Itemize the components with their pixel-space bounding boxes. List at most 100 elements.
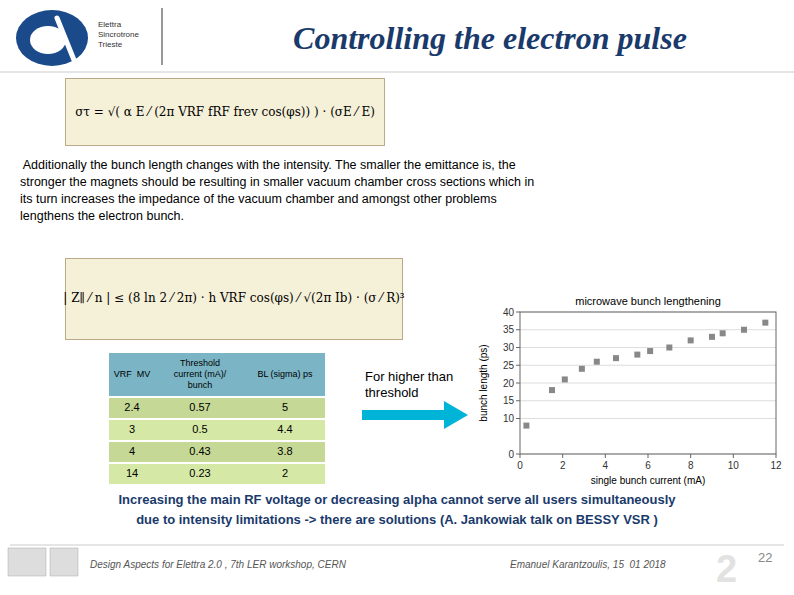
- formula: | Z∥ ⁄ n | ≤ (8 ln 2 ⁄ 2π) · h VRF cos(φ…: [63, 291, 404, 305]
- table-row: [108, 463, 326, 485]
- axis-label: single bunch current (mA): [591, 475, 706, 486]
- table-cell: 2.4: [124, 401, 139, 414]
- bottom-text: due to intensity limitations -> there ar…: [136, 512, 658, 528]
- tick-mark: [733, 454, 734, 458]
- table-cell: 0.57: [189, 401, 210, 414]
- arrow-head: [444, 401, 468, 429]
- tick-label: 6: [645, 460, 651, 471]
- tick-mark: [516, 365, 520, 366]
- slide: ElettraSincrotroneTrieste Controlling the…: [0, 0, 794, 595]
- bottom-text: Increasing the main RF voltage or decrea…: [118, 492, 675, 508]
- title: Controlling the electron pulse: [293, 19, 687, 57]
- point: [741, 327, 747, 333]
- tick-mark: [690, 454, 691, 458]
- point: [762, 320, 768, 326]
- chart-title: microwave bunch lengthening: [575, 295, 721, 307]
- table-cell: 2: [282, 467, 288, 480]
- header-separator: [161, 8, 162, 65]
- point: [634, 352, 640, 358]
- footer-rule: [10, 545, 784, 546]
- table-cell: 4.4: [277, 423, 292, 436]
- point: [709, 334, 715, 340]
- tick-mark: [520, 454, 521, 458]
- arrow-shaft: [362, 410, 446, 420]
- point: [666, 345, 672, 351]
- logo-text: Elettra: [98, 20, 121, 30]
- tick-mark: [516, 418, 520, 419]
- tick-mark: [648, 454, 649, 458]
- grid-line: [520, 347, 776, 348]
- points: [523, 320, 768, 429]
- tick-label: 30: [503, 342, 515, 353]
- tick-label: 0: [517, 460, 523, 471]
- tick-label: 0: [508, 449, 514, 460]
- paragraph-line: Additionally the bunch length changes wi…: [20, 158, 516, 173]
- paragraph-line: stronger the magnets should be resulting…: [20, 175, 534, 190]
- table-cell: 0.23: [189, 467, 210, 480]
- tick-label: 4: [603, 460, 609, 471]
- table-header-cell: BL (sigma) ps: [257, 369, 312, 380]
- tick-label: 15: [503, 395, 515, 406]
- side-text: For higher than threshold: [365, 369, 453, 400]
- tick-mark: [516, 312, 520, 313]
- tick-label: 10: [503, 413, 515, 424]
- table-header-cell: VRF MV: [114, 369, 151, 380]
- logo-ring: [16, 10, 88, 66]
- grid-line: [520, 365, 776, 366]
- logo-text: Trieste: [98, 40, 122, 50]
- grid-line: [520, 329, 776, 330]
- chart: 0 10 15 20 25 30 35 40 0 2 4 6 8 10 12 microwave bunch …: [476, 292, 786, 488]
- point: [549, 387, 555, 393]
- plot-area: [520, 312, 776, 454]
- tick-label: 2: [560, 460, 566, 471]
- grid-line: [520, 400, 776, 401]
- table-cell: 14: [126, 467, 138, 480]
- page-number: 22: [758, 550, 772, 566]
- plot-frame: [520, 312, 776, 454]
- point: [594, 359, 600, 365]
- tick-label: 10: [728, 460, 740, 471]
- tick-mark: [562, 454, 563, 458]
- grid-line: [520, 383, 776, 384]
- table-cell: 0.43: [189, 445, 210, 458]
- footer-text: Design Aspects for Elettra 2.0 , 7th LER…: [90, 559, 346, 571]
- header-rule: [0, 72, 794, 73]
- tick-mark: [605, 454, 606, 458]
- watermark: 2: [716, 550, 737, 588]
- tick-mark: [516, 329, 520, 330]
- logo-text: Sincrotrone: [98, 30, 139, 40]
- point: [647, 348, 653, 354]
- table-header-cell: Threshold current (mA)/ bunch: [174, 358, 227, 392]
- tick-label: 12: [770, 460, 782, 471]
- table-cell: 4: [129, 445, 135, 458]
- grid-line: [520, 418, 776, 419]
- table-row: [108, 397, 326, 419]
- table-cell: 0.5: [192, 423, 207, 436]
- table-row: [108, 441, 326, 463]
- point: [562, 376, 568, 382]
- footer-logo: [50, 548, 78, 576]
- tick-mark: [516, 454, 520, 455]
- point: [720, 330, 726, 336]
- tick-label: 35: [503, 324, 515, 335]
- footer-text: Emanuel Karantzoulis, 15 01 2018: [510, 559, 666, 571]
- tick-mark: [516, 383, 520, 384]
- tick-label: 20: [503, 378, 515, 389]
- logo-slash: [57, 18, 74, 60]
- point: [688, 337, 694, 343]
- tick-label: 40: [503, 307, 515, 318]
- tick-mark: [516, 400, 520, 401]
- table-cell: 5: [282, 401, 288, 414]
- tick-mark: [776, 454, 777, 458]
- formula: στ = √( α E ⁄ (2π VRF fRF frev cos(φs)) …: [75, 105, 375, 119]
- footer-logo: [8, 548, 46, 576]
- tick-label: 25: [503, 360, 515, 371]
- paragraph-line: its turn increases the impedance of the …: [20, 192, 497, 207]
- table-cell: 3: [129, 423, 135, 436]
- point: [523, 423, 529, 429]
- table-cell: 3.8: [277, 445, 292, 458]
- axis-label: bunch length (ps): [478, 344, 489, 421]
- table-row: [108, 419, 326, 441]
- paragraph-line: lengthens the electron bunch.: [20, 209, 184, 224]
- tick-label: 8: [688, 460, 694, 471]
